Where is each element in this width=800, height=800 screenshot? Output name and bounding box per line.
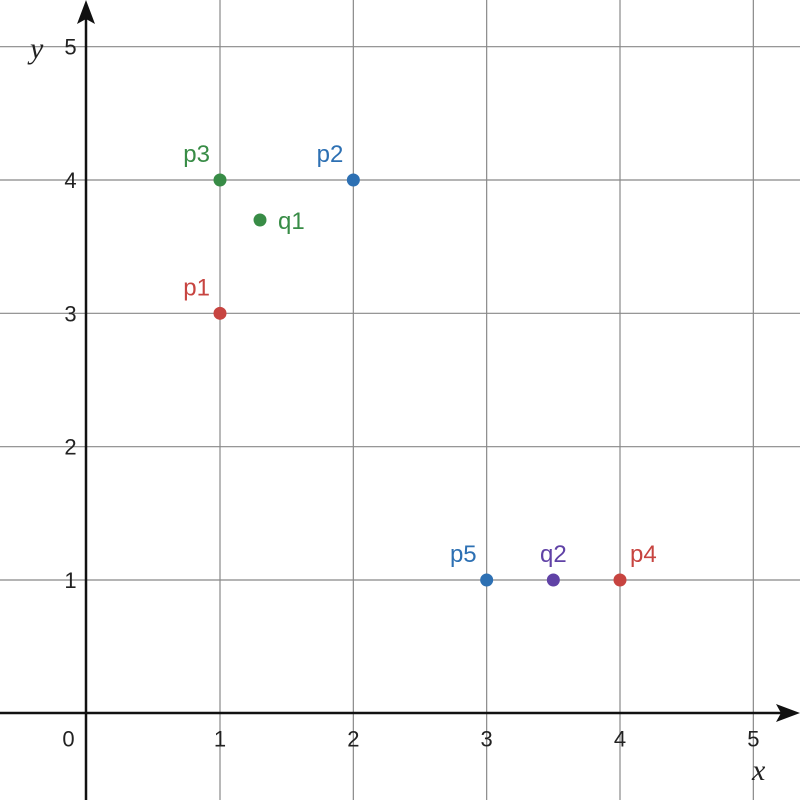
y-tick-label: 4 [64,168,76,193]
point-p2[interactable]: p2 [317,141,360,187]
x-tick-label: 5 [747,726,759,751]
point-label: q1 [278,208,305,235]
x-axis-label: x [751,754,766,787]
point-label: q2 [540,541,567,568]
point-p1[interactable]: p1 [183,274,227,320]
point-marker[interactable] [213,173,227,187]
point-label: p2 [317,141,344,168]
point-label: p5 [450,541,477,568]
y-tick-label: 3 [64,301,76,326]
y-axis-label: y [27,32,44,65]
point-marker[interactable] [613,573,627,587]
point-marker[interactable] [546,573,560,587]
point-label: p1 [183,274,210,301]
x-tick-label: 3 [481,726,493,751]
point-marker[interactable] [253,213,267,227]
x-tick-label: 0 [62,726,74,751]
x-tick-label: 2 [347,726,359,751]
y-axis-arrow [77,0,95,24]
point-label: p3 [183,141,210,168]
point-marker[interactable] [213,306,227,320]
tick-labels: 0 1 2 3 4 5 1 2 3 4 5 [62,35,759,752]
point-p5[interactable]: p5 [450,541,494,587]
point-q1[interactable]: q1 [253,208,305,235]
point-q2[interactable]: q2 [540,541,567,587]
y-tick-label: 2 [64,435,76,460]
point-marker[interactable] [480,573,494,587]
points: p1 p2 p3 p4 p5 q1 q2 [183,141,657,587]
x-axis-arrow [776,704,800,722]
x-tick-label: 1 [214,726,226,751]
point-p3[interactable]: p3 [183,141,227,187]
point-label: p4 [630,541,657,568]
point-marker[interactable] [346,173,360,187]
x-tick-label: 4 [614,726,626,751]
y-tick-label: 1 [64,568,76,593]
y-tick-label: 5 [64,35,76,60]
point-p4[interactable]: p4 [613,541,657,587]
